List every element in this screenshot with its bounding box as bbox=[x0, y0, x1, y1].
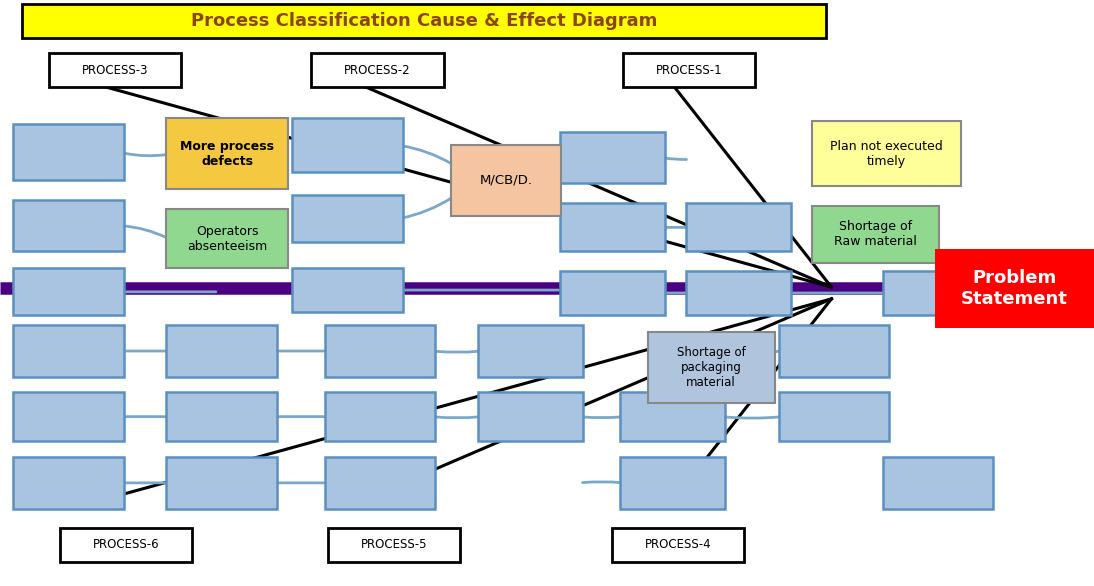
FancyBboxPatch shape bbox=[166, 118, 288, 189]
FancyBboxPatch shape bbox=[613, 528, 744, 562]
Text: Plan not executed
timely: Plan not executed timely bbox=[829, 140, 943, 168]
Text: Shortage of
Raw material: Shortage of Raw material bbox=[834, 220, 917, 248]
FancyBboxPatch shape bbox=[13, 200, 124, 251]
FancyBboxPatch shape bbox=[560, 271, 665, 315]
FancyBboxPatch shape bbox=[13, 457, 124, 509]
FancyBboxPatch shape bbox=[13, 392, 124, 441]
FancyBboxPatch shape bbox=[292, 195, 403, 242]
FancyBboxPatch shape bbox=[478, 392, 583, 441]
Text: Process Classification Cause & Effect Diagram: Process Classification Cause & Effect Di… bbox=[191, 12, 657, 30]
FancyBboxPatch shape bbox=[166, 392, 277, 441]
FancyBboxPatch shape bbox=[292, 118, 403, 172]
Text: Shortage of
packaging
material: Shortage of packaging material bbox=[677, 346, 745, 389]
FancyBboxPatch shape bbox=[13, 325, 124, 377]
Text: Problem
Statement: Problem Statement bbox=[962, 269, 1068, 308]
FancyBboxPatch shape bbox=[648, 332, 775, 403]
Text: PROCESS-6: PROCESS-6 bbox=[93, 539, 159, 551]
FancyBboxPatch shape bbox=[325, 392, 435, 441]
FancyBboxPatch shape bbox=[166, 457, 277, 509]
Text: PROCESS-5: PROCESS-5 bbox=[361, 539, 427, 551]
FancyBboxPatch shape bbox=[59, 528, 193, 562]
FancyBboxPatch shape bbox=[624, 53, 755, 87]
FancyBboxPatch shape bbox=[325, 457, 435, 509]
FancyBboxPatch shape bbox=[935, 249, 1094, 328]
FancyBboxPatch shape bbox=[686, 203, 791, 251]
FancyBboxPatch shape bbox=[779, 392, 889, 441]
FancyBboxPatch shape bbox=[166, 325, 277, 377]
Text: PROCESS-2: PROCESS-2 bbox=[345, 64, 410, 77]
FancyBboxPatch shape bbox=[311, 53, 444, 87]
FancyBboxPatch shape bbox=[22, 4, 826, 38]
FancyBboxPatch shape bbox=[779, 325, 889, 377]
Text: PROCESS-3: PROCESS-3 bbox=[82, 64, 148, 77]
FancyBboxPatch shape bbox=[48, 53, 182, 87]
FancyBboxPatch shape bbox=[883, 271, 993, 315]
FancyBboxPatch shape bbox=[478, 325, 583, 377]
FancyBboxPatch shape bbox=[560, 132, 665, 183]
FancyBboxPatch shape bbox=[812, 206, 939, 263]
FancyBboxPatch shape bbox=[620, 392, 725, 441]
FancyBboxPatch shape bbox=[325, 325, 435, 377]
FancyBboxPatch shape bbox=[883, 457, 993, 509]
FancyBboxPatch shape bbox=[686, 271, 791, 315]
FancyBboxPatch shape bbox=[560, 203, 665, 251]
FancyBboxPatch shape bbox=[328, 528, 459, 562]
FancyBboxPatch shape bbox=[13, 268, 124, 315]
Text: More process
defects: More process defects bbox=[181, 140, 274, 168]
Text: Operators
absenteeism: Operators absenteeism bbox=[187, 225, 267, 253]
FancyBboxPatch shape bbox=[166, 209, 288, 268]
Text: PROCESS-4: PROCESS-4 bbox=[645, 539, 711, 551]
FancyBboxPatch shape bbox=[292, 268, 403, 312]
FancyBboxPatch shape bbox=[812, 121, 961, 186]
Text: M/CB/D.: M/CB/D. bbox=[479, 173, 533, 187]
FancyBboxPatch shape bbox=[620, 457, 725, 509]
Text: PROCESS-1: PROCESS-1 bbox=[656, 64, 722, 77]
FancyBboxPatch shape bbox=[451, 145, 561, 216]
FancyBboxPatch shape bbox=[13, 124, 124, 180]
